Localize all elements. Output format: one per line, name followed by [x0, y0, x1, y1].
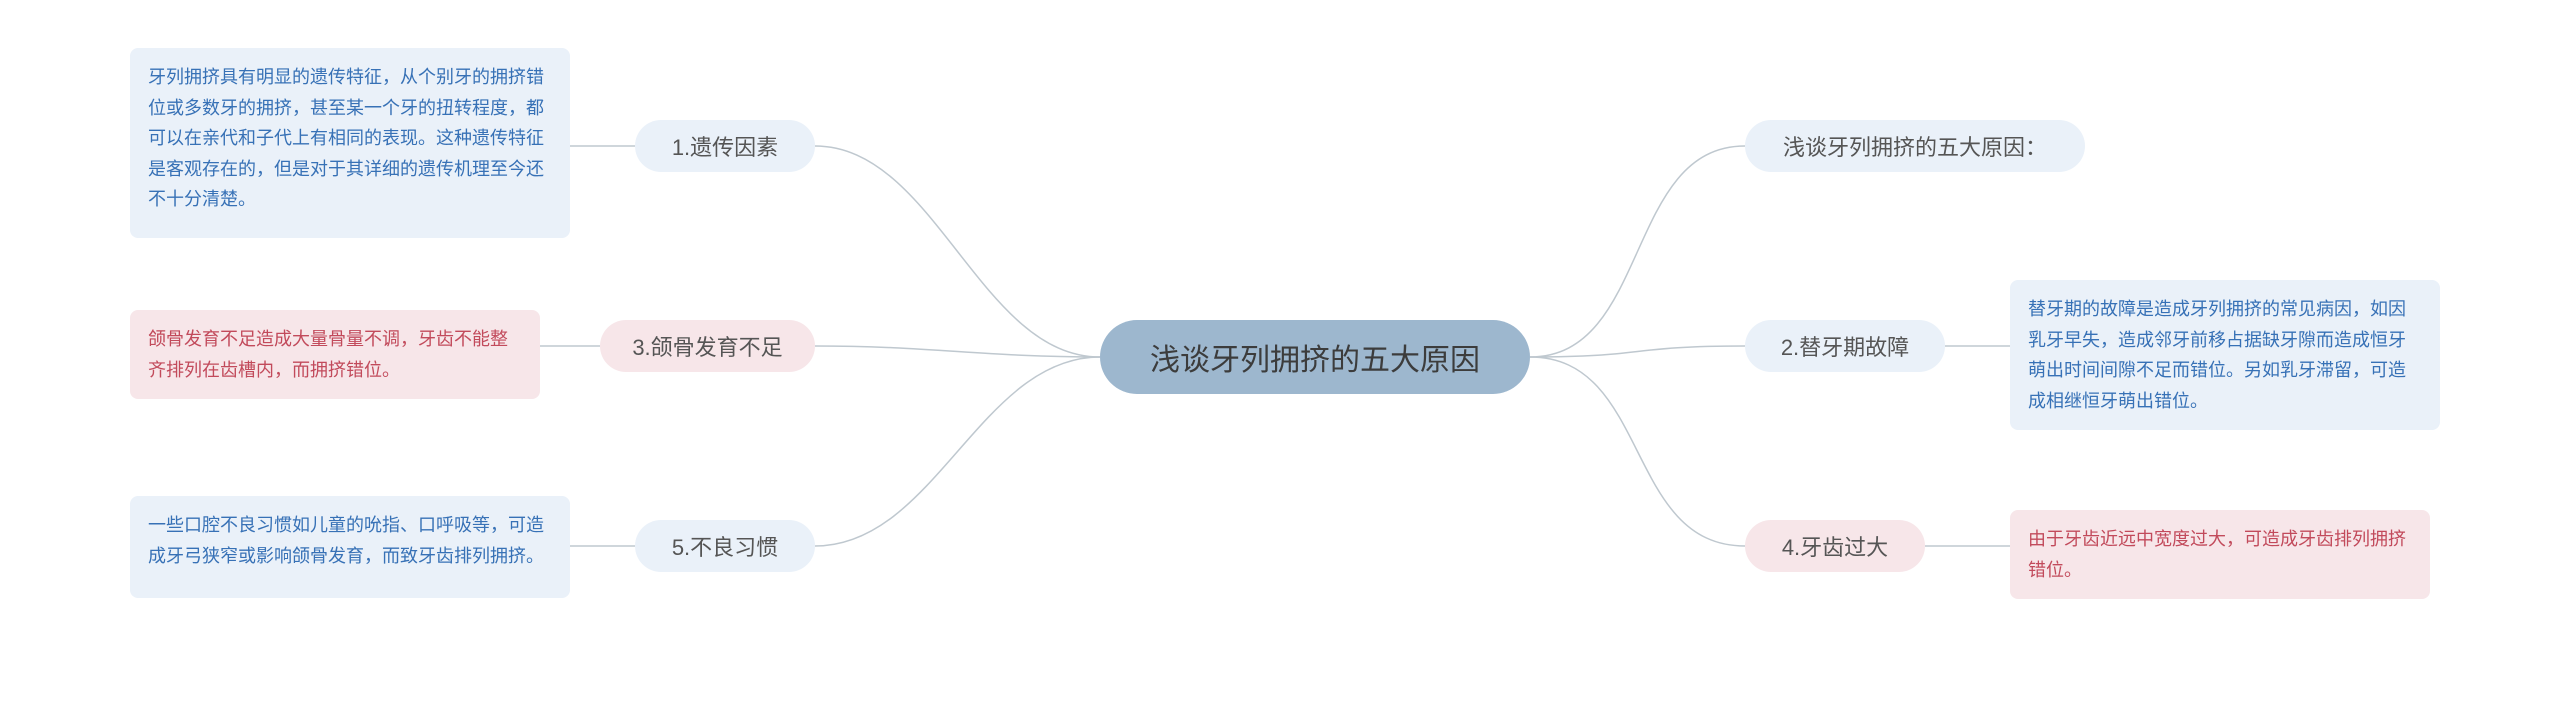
detail-box-b1: 牙列拥挤具有明显的遗传特征，从个别牙的拥挤错位或多数牙的拥挤，甚至某一个牙的扭转… [130, 48, 570, 238]
detail-text: 由于牙齿近远中宽度过大，可造成牙齿排列拥挤错位。 [2028, 529, 2406, 580]
detail-box-b3: 颌骨发育不足造成大量骨量不调，牙齿不能整齐排列在齿槽内，而拥挤错位。 [130, 310, 540, 399]
branch-node-b2: 2.替牙期故障 [1745, 320, 1945, 372]
branch-label: 2.替牙期故障 [1781, 330, 1909, 362]
branch-label: 1.遗传因素 [672, 130, 778, 162]
branch-node-b4: 4.牙齿过大 [1745, 520, 1925, 572]
detail-text: 一些口腔不良习惯如儿童的吮指、口呼吸等，可造成牙弓狭窄或影响颌骨发育，而致牙齿排… [148, 515, 544, 566]
branch-node-b3: 3.颌骨发育不足 [600, 320, 815, 372]
branch-label: 5.不良习惯 [672, 530, 778, 562]
branch-label: 浅谈牙列拥挤的五大原因： [1783, 130, 2047, 162]
detail-text: 牙列拥挤具有明显的遗传特征，从个别牙的拥挤错位或多数牙的拥挤，甚至某一个牙的扭转… [148, 67, 544, 209]
detail-box-b5: 一些口腔不良习惯如儿童的吮指、口呼吸等，可造成牙弓狭窄或影响颌骨发育，而致牙齿排… [130, 496, 570, 598]
branch-node-b1: 1.遗传因素 [635, 120, 815, 172]
detail-text: 替牙期的故障是造成牙列拥挤的常见病因，如因乳牙早失，造成邻牙前移占据缺牙隙而造成… [2028, 299, 2406, 411]
branch-label: 3.颌骨发育不足 [632, 330, 782, 362]
branch-node-b0: 浅谈牙列拥挤的五大原因： [1745, 120, 2085, 172]
detail-box-b2: 替牙期的故障是造成牙列拥挤的常见病因，如因乳牙早失，造成邻牙前移占据缺牙隙而造成… [2010, 280, 2440, 430]
mindmap-canvas: 浅谈牙列拥挤的五大原因 1.遗传因素 牙列拥挤具有明显的遗传特征，从个别牙的拥挤错位… [0, 0, 2560, 713]
center-label: 浅谈牙列拥挤的五大原因 [1150, 335, 1480, 379]
branch-node-b5: 5.不良习惯 [635, 520, 815, 572]
branch-label: 4.牙齿过大 [1782, 530, 1888, 562]
detail-box-b4: 由于牙齿近远中宽度过大，可造成牙齿排列拥挤错位。 [2010, 510, 2430, 599]
center-node: 浅谈牙列拥挤的五大原因 [1100, 320, 1530, 394]
detail-text: 颌骨发育不足造成大量骨量不调，牙齿不能整齐排列在齿槽内，而拥挤错位。 [148, 329, 508, 380]
